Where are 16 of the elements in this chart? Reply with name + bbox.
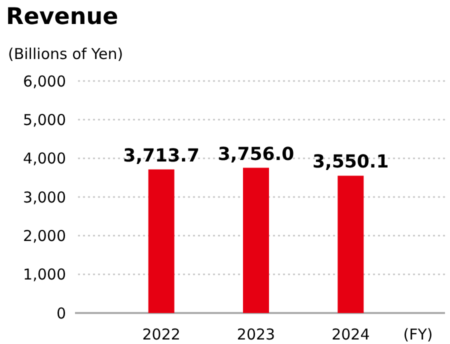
- x-axis-title: (FY): [403, 325, 433, 344]
- y-tick-label: 4,000: [23, 150, 66, 168]
- x-tick-label: 2022: [142, 325, 180, 344]
- data-label: 3,756.0: [218, 144, 294, 165]
- y-tick-label: 5,000: [23, 110, 66, 129]
- data-label: 3,713.7: [123, 145, 200, 166]
- chart-title: Revenue: [6, 4, 118, 30]
- x-tick-label: 2024: [332, 325, 370, 344]
- y-tick-label: 3,000: [23, 188, 66, 206]
- y-tick-label: 6,000: [23, 72, 66, 90]
- y-tick-label: 0: [56, 304, 66, 322]
- y-tick-label: 1,000: [23, 266, 66, 284]
- y-axis-title: (Billions of Yen): [8, 45, 124, 63]
- x-tick-label: 2023: [236, 325, 276, 344]
- y-tick-label: 2,000: [23, 226, 66, 245]
- data-label: 3,550.1: [312, 152, 389, 173]
